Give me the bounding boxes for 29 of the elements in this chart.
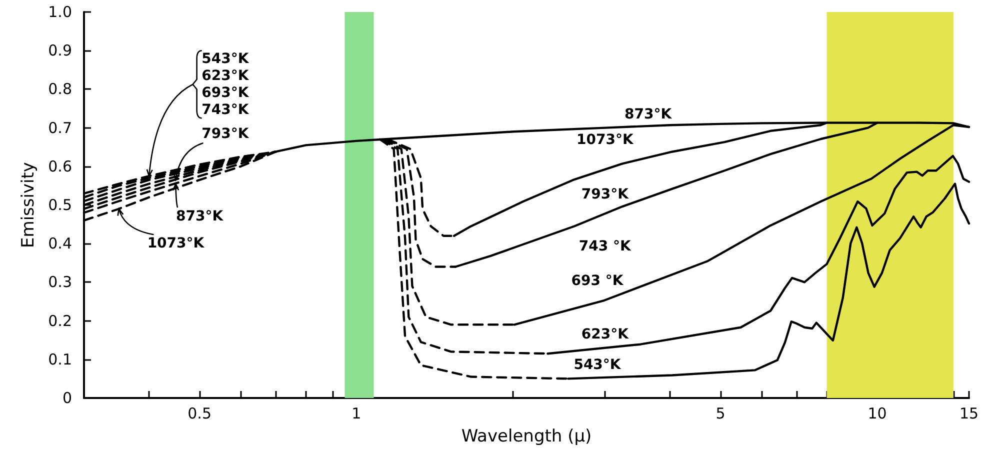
annotation: 623°K — [581, 326, 630, 342]
y-tick-label: 0.5 — [48, 196, 72, 214]
x-tick-label: 15 — [959, 404, 979, 422]
y-tick-label: 0.6 — [48, 157, 72, 176]
x-axis-title: Wavelength (μ) — [461, 426, 592, 446]
x-tick-label: 10 — [868, 404, 887, 422]
y-tick-label: 1.0 — [48, 3, 72, 21]
y-tick-label: 0.3 — [48, 273, 72, 292]
annotation: 873°K — [176, 208, 224, 225]
annotation: 793°K — [202, 126, 250, 142]
y-tick-label: 0.7 — [48, 118, 72, 137]
annotation: 743 °K — [578, 238, 632, 254]
y-axis-title: Emissivity — [18, 162, 39, 248]
annotation: 873°K — [624, 106, 673, 122]
x-tick-label: 0.5 — [188, 404, 212, 422]
x-tick-label: 5 — [716, 404, 726, 422]
y-tick-label: 0.9 — [48, 42, 72, 60]
y-tick-label: 0.1 — [48, 350, 72, 368]
annotation: 543°K 623°K 693°K 743°K — [202, 51, 250, 118]
x-tick-label: 1 — [352, 404, 362, 422]
annotation: 1073°K — [147, 236, 206, 252]
annotation: 693 °K — [571, 273, 624, 290]
annotation: 1073°K — [576, 132, 634, 148]
y-tick-label: 0 — [62, 389, 72, 407]
annotation: 543°K — [574, 357, 622, 374]
y-tick-label: 0.4 — [48, 234, 72, 253]
annotation: 793°K — [581, 186, 630, 203]
y-tick-label: 0.2 — [48, 312, 72, 330]
y-tick-label: 0.8 — [48, 80, 72, 98]
